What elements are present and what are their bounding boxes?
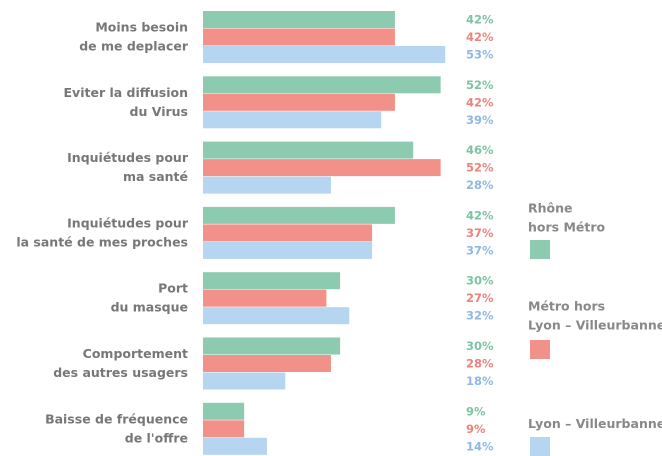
category-label: Comportement des autres usagers [53,346,188,380]
value-label: 18% [466,374,494,388]
category-label: Eviter la diffusion du Virus [64,84,188,118]
legend-swatch [530,437,550,456]
value-label: 52% [466,160,494,174]
value-label: 32% [466,308,494,322]
category-label: Port du masque [111,280,188,314]
legend-label: Rhône hors Métro [528,200,605,234]
bar [203,241,373,259]
value-label: 52% [466,77,494,91]
value-label: 28% [466,356,494,370]
bar [203,206,395,224]
value-label: 37% [466,225,494,239]
category-label: Inquiétudes pour ma santé [67,150,189,184]
value-label: 42% [466,30,494,44]
bar [203,93,395,111]
bar [203,355,331,372]
bar [203,372,286,390]
bar [203,289,327,307]
legend-swatch [530,240,550,259]
category-label: Inquiétudes pour la santé de mes proches [16,215,188,249]
legend-swatch [530,340,550,359]
value-label: 42% [466,208,494,222]
bar [203,402,245,420]
bar [203,76,441,94]
value-label: 9% [466,404,486,418]
bar [203,11,395,28]
value-label: 27% [466,291,494,305]
bar [203,111,382,129]
value-label: 42% [466,95,494,109]
category-label: Baisse de fréquence de l'offre [45,411,188,445]
category-label: Moins besoin de me deplacer [79,19,189,53]
bar [203,28,395,46]
bar [203,272,341,290]
value-label: 46% [466,143,494,157]
value-label: 53% [466,47,494,61]
value-label: 9% [466,421,486,435]
bar [203,437,267,455]
legend-label: Lyon – Villeurbanne [528,416,662,431]
bar [203,176,331,194]
bar [203,337,341,355]
bar [203,224,373,242]
bar [203,46,446,63]
bar [203,420,245,438]
value-label: 37% [466,243,494,257]
value-label: 28% [466,178,494,192]
bar [203,141,414,159]
legend-label: Métro hors Lyon – Villeurbanne [528,298,662,332]
bar [203,307,350,325]
value-label: 39% [466,112,494,126]
value-label: 30% [466,273,494,287]
bar [203,159,441,177]
value-label: 30% [466,339,494,353]
value-label: 14% [466,439,494,453]
value-label: 42% [466,12,494,26]
